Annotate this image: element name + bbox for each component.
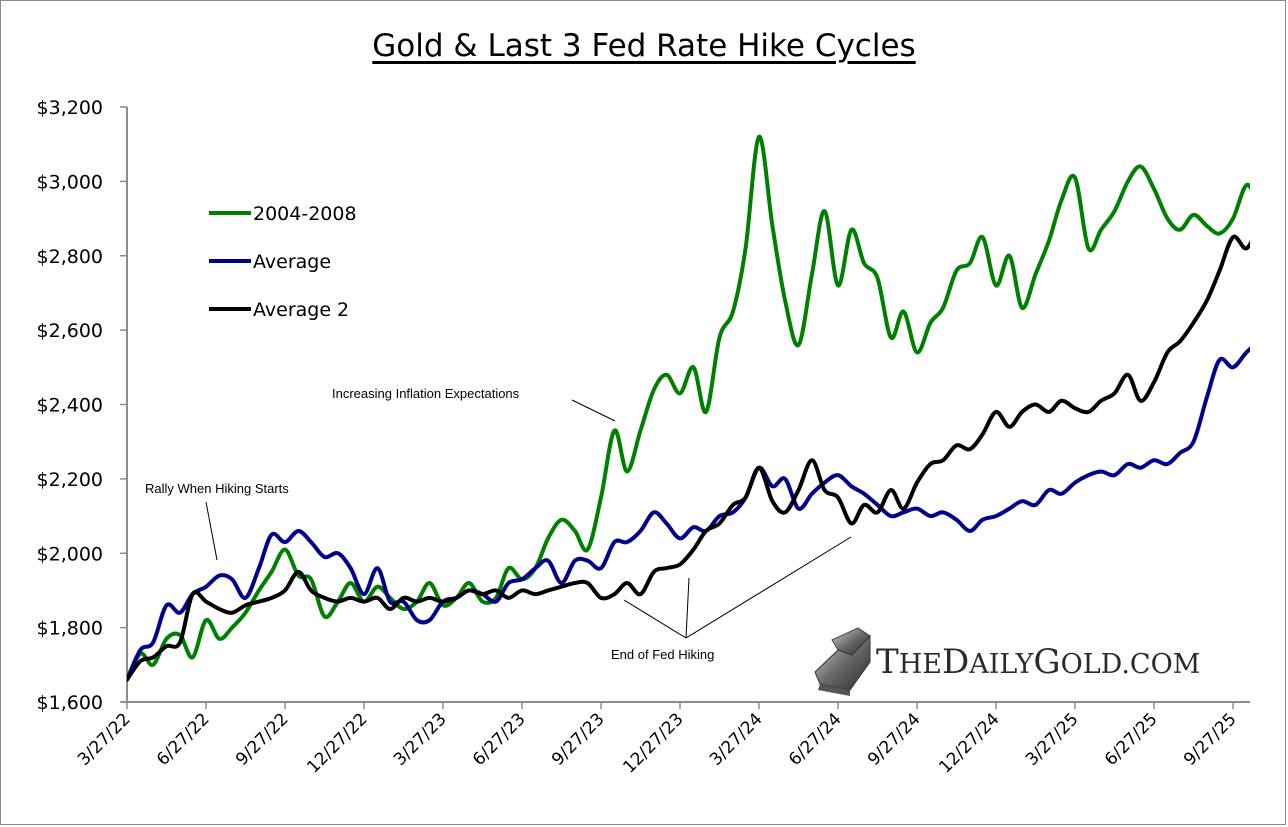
y-tick-label: $1,600 [37, 692, 103, 714]
y-tick-label: $3,000 [37, 171, 103, 193]
x-tick-label: 3/27/25 [1022, 709, 1082, 769]
x-tick-label: 9/27/25 [1180, 709, 1240, 769]
y-tick-label: $2,600 [37, 320, 103, 342]
annotations: Rally When Hiking Starts Increasing Infl… [145, 386, 852, 662]
logo-text: THEDAILYGOLD.COM [876, 642, 1200, 682]
annotation-end-hiking-pointer-2 [685, 577, 690, 639]
y-tick-label: $3,200 [37, 97, 103, 119]
series-line-average [127, 346, 1250, 682]
x-tick-label: 12/27/22 [303, 709, 371, 777]
series-line-average-2 [127, 234, 1250, 682]
x-tick-label: 3/27/22 [74, 709, 134, 769]
thedailygold-logo: THEDAILYGOLD.COM [814, 627, 1200, 696]
legend-label-2004-2008: 2004-2008 [253, 203, 357, 225]
legend-label-average: Average [253, 251, 331, 273]
x-tick-label: 6/27/23 [469, 709, 529, 769]
x-tick-label: 6/27/24 [785, 709, 845, 769]
x-tick-label: 3/27/24 [706, 709, 766, 769]
y-tick-label: $1,800 [37, 618, 103, 640]
annotation-inflation: Increasing Inflation Expectations [332, 386, 520, 401]
annotation-inflation-pointer [571, 399, 616, 422]
y-tick-label: $2,000 [37, 543, 103, 565]
x-tick-label: 9/27/24 [864, 709, 924, 769]
y-tick-label: $2,200 [37, 469, 103, 491]
annotation-end-hiking-pointer-3 [685, 536, 852, 639]
x-tick-label: 6/27/25 [1101, 709, 1161, 769]
x-tick-label: 12/27/24 [935, 709, 1003, 777]
x-tick-label: 9/27/23 [548, 709, 608, 769]
chart-title: Gold & Last 3 Fed Rate Hike Cycles [372, 28, 916, 64]
x-tick-label: 12/27/23 [619, 709, 687, 777]
annotation-rally: Rally When Hiking Starts [145, 481, 289, 496]
x-tick-label: 3/27/23 [390, 709, 450, 769]
gold-bar-icon [814, 627, 871, 696]
y-tick-label: $2,800 [37, 246, 103, 268]
annotation-end-hiking: End of Fed Hiking [611, 647, 714, 662]
x-tick-label: 6/27/22 [153, 709, 213, 769]
x-tick-label: 9/27/22 [232, 709, 292, 769]
series-layer [127, 134, 1250, 682]
annotation-rally-pointer [205, 501, 218, 561]
legend-label-average-2: Average 2 [253, 299, 349, 321]
legend: 2004-2008 Average Average 2 [209, 203, 357, 321]
annotation-end-hiking-pointer-1 [623, 599, 687, 639]
y-tick-label: $2,400 [37, 395, 103, 417]
series-line-2004-2008 [127, 134, 1250, 682]
